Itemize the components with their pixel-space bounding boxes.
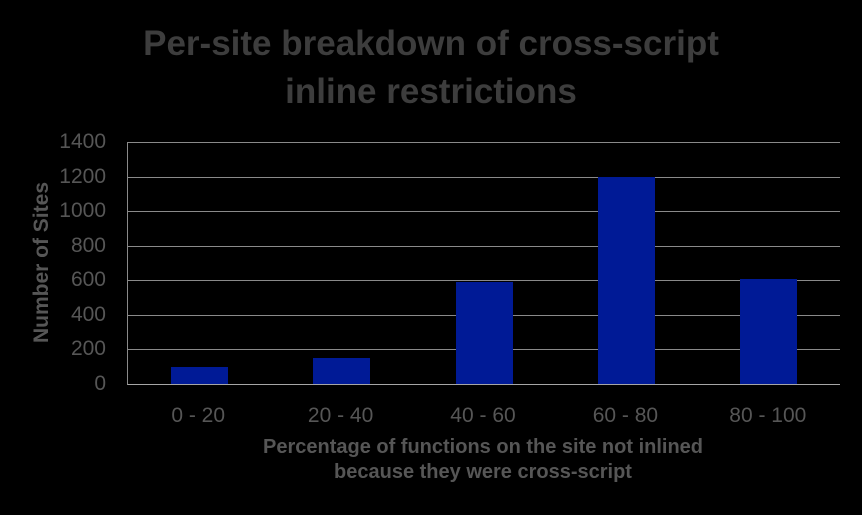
y-tick-label: 200 (70, 337, 106, 361)
y-tick-label: 600 (70, 268, 106, 292)
bar-0-20 (170, 366, 228, 384)
chart-title: Per-site breakdown of cross-script inlin… (0, 20, 862, 116)
bar-40-60 (455, 282, 513, 384)
gridline (128, 280, 840, 282)
y-axis-tick-labels: 0 200 400 600 800 1000 1200 1400 (0, 130, 106, 395)
gridline (128, 176, 840, 178)
y-tick-label: 1000 (59, 199, 106, 223)
bar-20-40 (313, 358, 371, 384)
chart-title-line2: inline restrictions (285, 72, 577, 111)
x-tick-label: 60 - 80 (592, 404, 659, 427)
x-tick-label: 20 - 40 (307, 404, 374, 427)
y-tick-label: 1200 (59, 164, 106, 188)
y-tick-label: 800 (70, 233, 106, 257)
y-tick-label: 400 (70, 302, 106, 326)
x-axis-title-line1: Percentage of functions on the site not … (262, 436, 704, 458)
x-axis-title-line2: because they were cross-script (334, 461, 632, 483)
gridline (128, 245, 840, 247)
y-tick-label: 1400 (59, 130, 106, 153)
x-tick-label: 0 - 20 (171, 404, 226, 427)
x-tick-label: 40 - 60 (450, 404, 516, 427)
bar-60-80 (597, 176, 655, 384)
gridline (128, 211, 840, 213)
chart-title-line1: Per-site breakdown of cross-script (143, 24, 719, 63)
y-tick-label: 0 (94, 372, 106, 395)
bar-80-100 (740, 278, 798, 384)
x-tick-label: 80 - 100 (729, 404, 807, 427)
gridline (128, 142, 840, 143)
x-axis-tick-labels: 0 - 20 20 - 40 40 - 60 60 - 80 80 - 100 (127, 403, 839, 429)
plot-area (127, 142, 840, 385)
x-axis-title: Percentage of functions on the site not … (127, 435, 839, 485)
